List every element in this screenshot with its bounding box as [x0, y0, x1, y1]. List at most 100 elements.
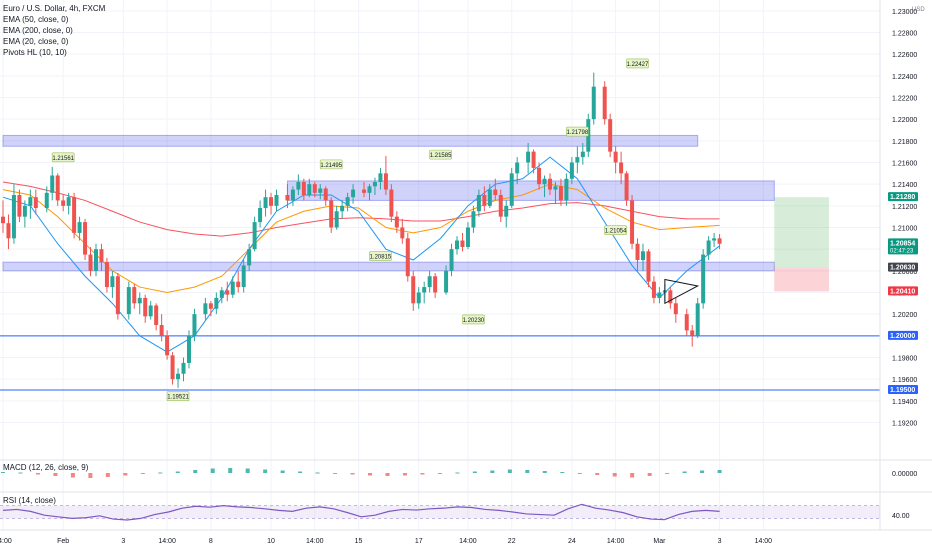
macd-hist-bar: [560, 472, 564, 473]
macd-hist-bar: [351, 473, 355, 475]
rsi-tick-label: 40.00: [892, 513, 910, 520]
indicator-ema50[interactable]: EMA (50, close, 0): [3, 14, 105, 25]
y-tick-label: 1.20200: [892, 312, 917, 319]
candle-body: [116, 276, 120, 314]
pivot-label-text: 1.22427: [627, 62, 649, 68]
candle-body: [329, 200, 333, 227]
macd-hist-bar: [665, 473, 669, 474]
candle-body: [581, 152, 585, 157]
macd-hist-bar: [368, 473, 372, 476]
candle-body: [411, 276, 415, 303]
candle-body: [291, 190, 295, 201]
pivot-label-text: 1.21495: [320, 163, 342, 169]
candle-body: [619, 163, 623, 174]
sr-zone: [287, 181, 774, 201]
pivot-label-text: 1.21561: [52, 156, 74, 162]
macd-hist-bar: [176, 472, 180, 474]
candle-body: [422, 287, 426, 292]
candle-body: [83, 222, 87, 255]
y-tick-label: 1.19800: [892, 356, 917, 363]
candle-body: [389, 190, 393, 217]
candle-body: [94, 249, 98, 271]
macd-hist-bar: [18, 473, 22, 474]
x-tick-label: 24: [568, 538, 576, 545]
indicator-pivots[interactable]: Pivots HL (10, 10): [3, 47, 105, 58]
candle-body: [307, 184, 311, 195]
macd-hist-bar: [613, 473, 617, 477]
candle-body: [242, 265, 246, 287]
candle-body: [296, 182, 300, 190]
macd-hist-bar: [455, 473, 459, 474]
macd-label[interactable]: MACD (12, 26, close, 9): [3, 463, 88, 472]
macd-hist-bar: [263, 470, 267, 474]
x-tick-label: 14:00: [459, 538, 477, 545]
x-tick-label: 3: [121, 538, 125, 545]
candle-body: [346, 197, 350, 206]
candle-body: [302, 182, 306, 195]
candle-body: [72, 197, 76, 233]
macd-hist-bar: [543, 471, 547, 473]
candle-body: [264, 197, 268, 208]
candle-body: [636, 244, 640, 260]
candle-body: [471, 211, 475, 227]
macd-hist-bar: [508, 470, 512, 474]
macd-hist-bar: [228, 468, 232, 473]
candle-body: [132, 287, 136, 303]
candle-body: [220, 290, 224, 298]
pivot-label-text: 1.21798: [566, 130, 588, 136]
macd-hist-bar: [403, 473, 407, 476]
macd-hist-bar: [36, 473, 40, 475]
macd-tick-label: 0.00000: [892, 471, 917, 478]
candle-body: [543, 179, 547, 184]
macd-hist-bar: [53, 473, 57, 476]
pivot-label: 1.20815: [369, 252, 392, 261]
price-label-text: 1.20854: [890, 240, 915, 247]
candle-body: [105, 262, 109, 287]
price-label-text: 1.20630: [890, 265, 915, 272]
candle-body: [340, 206, 344, 211]
candle-body: [515, 163, 519, 174]
candle-body: [28, 197, 32, 206]
macd-hist-bar: [333, 473, 337, 474]
x-tick-label: 22: [508, 538, 516, 545]
x-tick-label: 15: [355, 538, 363, 545]
candle-body: [127, 287, 131, 314]
candle-body: [160, 325, 164, 336]
candle-body: [17, 195, 21, 217]
candle-body: [61, 200, 65, 205]
candle-body: [67, 197, 71, 206]
candle-body: [78, 222, 82, 233]
macd-hist-bar: [438, 473, 442, 474]
candle-body: [89, 255, 93, 271]
candle-body: [378, 173, 382, 182]
candle-body: [674, 303, 678, 314]
candle-body: [209, 303, 213, 308]
pivot-label: 1.21054: [605, 226, 628, 235]
macd-hist-bar: [578, 473, 582, 474]
candle-body: [406, 238, 410, 276]
candle-body: [455, 241, 459, 250]
candle-body: [488, 190, 492, 206]
candle-body: [12, 195, 16, 238]
indicator-ema200[interactable]: EMA (200, close, 0): [3, 25, 105, 36]
candle-body: [45, 193, 49, 208]
y-tick-label: 1.21800: [892, 139, 917, 146]
candle-body: [477, 195, 481, 211]
candle-body: [712, 238, 716, 240]
pivot-label: 1.21495: [320, 160, 343, 169]
countdown-label: 02:47:23: [890, 248, 914, 254]
candle-body: [718, 238, 722, 243]
indicator-ema20[interactable]: EMA (20, close, 0): [3, 36, 105, 47]
macd-hist-bar: [281, 471, 285, 474]
candle-body: [318, 189, 322, 193]
candle-body: [203, 303, 207, 314]
candle-body: [400, 228, 404, 239]
candle-body: [285, 195, 289, 200]
candle-body: [466, 228, 470, 248]
candle-body: [526, 152, 530, 163]
candle-body: [707, 241, 711, 255]
candle-body: [138, 298, 142, 303]
candle-body: [696, 303, 700, 336]
rsi-label[interactable]: RSI (14, close): [3, 496, 56, 505]
